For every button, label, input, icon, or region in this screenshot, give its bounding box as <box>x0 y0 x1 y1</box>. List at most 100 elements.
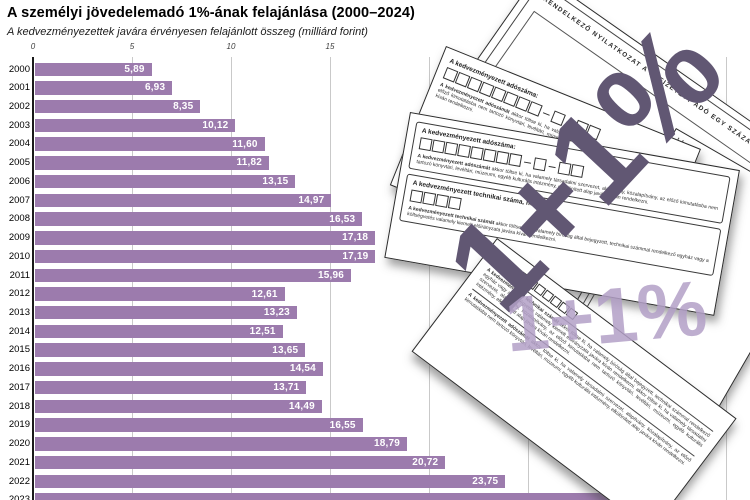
one-plus-one-percent-watermark-light: 1+1% <box>501 263 711 369</box>
bar-value-label: 8,35 <box>173 101 194 113</box>
year-label: 2016 <box>8 363 30 375</box>
x-tick-label-15: 15 <box>325 42 335 51</box>
year-label: 2017 <box>8 381 30 393</box>
bar: 18,79 <box>35 437 408 451</box>
year-label: 2015 <box>8 344 30 356</box>
year-label: 2007 <box>8 194 30 206</box>
bar-value-label: 13,23 <box>263 307 290 319</box>
bar-value-label: 14,54 <box>289 363 316 375</box>
bar: 6,93 <box>35 81 173 95</box>
year-label: 2011 <box>9 269 30 281</box>
year-label: 2003 <box>8 119 30 131</box>
form-digit-box <box>422 191 437 206</box>
bar: 8,35 <box>35 99 201 114</box>
year-label: 2006 <box>8 175 30 187</box>
bar-row-2021: 2021 20,72 <box>0 455 750 470</box>
bar-value-label: 6,93 <box>144 82 166 94</box>
page-title: A személyi jövedelemadó 1%-ának felajánl… <box>7 5 415 21</box>
bar-row-2008: 2008 16,53 <box>0 212 750 226</box>
bar-row-2004: 2004 11,60 <box>0 137 750 151</box>
bar: 14,54 <box>35 362 323 376</box>
bar-row-2003: 2003 10,12 <box>0 118 750 133</box>
bar: 17,18 <box>35 231 376 245</box>
bar: 15,96 <box>35 268 351 283</box>
bar-value-label: 14,49 <box>288 400 315 412</box>
bar-value-label: 23,75 <box>472 475 499 487</box>
bar-row-2005: 2005 11,82 <box>0 156 750 170</box>
year-label: 2004 <box>8 138 30 150</box>
year-label: 2009 <box>8 232 30 244</box>
bar-value-label: 14,97 <box>298 194 325 206</box>
bar: 16,53 <box>35 212 363 226</box>
form-digit-box <box>435 193 449 208</box>
bar-row-2009: 2009 17,18 <box>0 231 750 245</box>
bar: 17,19 <box>35 249 376 264</box>
bar-value-label: 17,18 <box>342 232 369 244</box>
bar-row-2014: 2014 12,51 <box>0 324 750 339</box>
bar-value-label: 12,51 <box>249 325 276 337</box>
bar: 23,75 <box>35 474 506 489</box>
bar: 13,71 <box>35 380 307 395</box>
bar-value-label: 11,82 <box>236 157 263 169</box>
x-tick-label-5: 5 <box>129 42 135 51</box>
bar-row-2020: 2020 18,79 <box>0 437 750 451</box>
bar: 12,51 <box>35 324 283 339</box>
bar: 11,60 <box>35 137 265 151</box>
bar: 13,23 <box>35 305 297 320</box>
bar-value-label: 16,55 <box>329 419 356 431</box>
form-digit-box <box>418 137 433 152</box>
bar-row-2019: 2019 16,55 <box>0 418 750 432</box>
form-digit-box <box>469 146 484 161</box>
bar-row-2007: 2007 14,97 <box>0 193 750 208</box>
year-label: 2012 <box>8 288 30 300</box>
bar: 30,97 <box>35 493 649 500</box>
bar: 14,97 <box>35 193 332 208</box>
year-label: 2014 <box>8 325 30 337</box>
bar-row-2018: 2018 14,49 <box>0 399 750 414</box>
bar-value-label: 13,65 <box>272 344 299 356</box>
bar-row-2001: 2001 6,93 <box>0 81 750 95</box>
bar-row-2015: 2015 13,65 <box>0 343 750 357</box>
form-digit-box <box>431 139 446 154</box>
x-tick-label-0: 0 <box>30 42 36 51</box>
year-label: 2000 <box>8 63 30 75</box>
bar-value-label: 12,61 <box>251 288 278 300</box>
bar-row-2016: 2016 14,54 <box>0 362 750 376</box>
year-label: 2005 <box>8 157 30 169</box>
year-label: 2020 <box>8 438 30 450</box>
bar-value-label: 13,71 <box>273 382 300 394</box>
bar-row-2012: 2012 12,61 <box>0 287 750 301</box>
bar-row-2010: 2010 17,19 <box>0 249 750 264</box>
bar-row-2011: 2011 15,96 <box>0 268 750 283</box>
bar-value-label: 20,72 <box>412 457 439 469</box>
year-label: 2018 <box>8 400 30 412</box>
bar-value-label: 18,79 <box>374 438 401 450</box>
x-tick-label-10: 10 <box>226 42 236 51</box>
year-label: 2022 <box>8 475 30 487</box>
year-label: 2021 <box>8 456 30 468</box>
bar-row-2022: 2022 23,75 <box>0 474 750 489</box>
bar: 13,65 <box>35 343 306 357</box>
bar: 5,89 <box>35 62 152 76</box>
form-digit-box <box>444 141 459 156</box>
bar-value-label: 16,53 <box>329 213 356 225</box>
bar-value-label: 5,89 <box>124 63 145 75</box>
form-digit-box <box>457 144 472 158</box>
form-digit-box <box>409 189 424 204</box>
bar-row-2013: 2013 13,23 <box>0 305 750 320</box>
year-label: 2001 <box>8 82 30 94</box>
bar-row-2000: 2000 5,89 <box>0 62 750 77</box>
y-axis-line <box>32 57 34 500</box>
year-label: 2010 <box>8 250 30 262</box>
year-label: 2019 <box>8 419 30 431</box>
bar: 12,61 <box>35 287 285 301</box>
bar-value-label: 13,15 <box>262 176 289 188</box>
bar: 16,55 <box>35 418 363 432</box>
year-label: 2013 <box>8 306 30 318</box>
year-label: 2023 <box>8 494 30 500</box>
bar-row-2017: 2017 13,71 <box>0 380 750 395</box>
bar-row-2002: 2002 8,35 <box>0 99 750 114</box>
bar: 10,12 <box>35 118 236 133</box>
bar: 20,72 <box>35 455 446 470</box>
